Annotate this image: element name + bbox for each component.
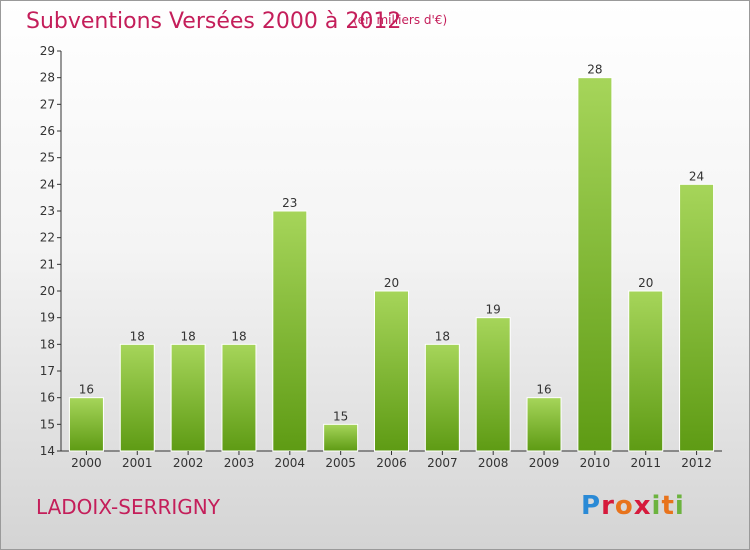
y-tick-label: 16 xyxy=(40,391,55,405)
bar-value-label: 20 xyxy=(384,276,399,290)
bar-2011 xyxy=(628,290,664,452)
y-tick-label: 22 xyxy=(40,231,55,245)
bar-value-label: 16 xyxy=(536,383,551,397)
y-tick-label: 20 xyxy=(40,284,55,298)
x-tick-label: 2000 xyxy=(71,456,102,470)
y-tick-label: 15 xyxy=(40,417,55,431)
x-tick-label: 2008 xyxy=(478,456,509,470)
y-tick-label: 27 xyxy=(40,97,55,111)
bar-2007 xyxy=(424,343,460,452)
bar-2005 xyxy=(323,423,359,452)
bar-2012 xyxy=(679,183,715,452)
bar-value-label: 19 xyxy=(486,303,501,317)
bar-value-label: 28 xyxy=(587,63,602,77)
bar-value-label: 18 xyxy=(130,329,145,343)
bar-2001 xyxy=(119,343,155,452)
x-tick-label: 2003 xyxy=(224,456,255,470)
chart-unit: (en milliers d'€) xyxy=(353,13,448,27)
y-tick-label: 18 xyxy=(40,337,55,351)
y-tick-label: 17 xyxy=(40,364,55,378)
chart-bars: 16 18 18 18 23 15 20 18 19 16 28 20 24 xyxy=(68,63,715,452)
y-tick-label: 14 xyxy=(40,444,55,458)
x-tick-labels: 2000 2001 2002 2003 2004 2005 2006 2007 2008 2009… xyxy=(71,451,712,470)
x-tick-label: 2007 xyxy=(427,456,458,470)
x-tick-label: 2002 xyxy=(173,456,204,470)
proxiti-logo[interactable]: Proxiti xyxy=(581,491,685,521)
y-tick-label: 25 xyxy=(40,151,55,165)
bar-2010 xyxy=(577,77,613,452)
y-tick-label: 21 xyxy=(40,257,55,271)
y-tick-label: 29 xyxy=(40,44,55,58)
x-tick-label: 2011 xyxy=(630,456,661,470)
bar-2006 xyxy=(374,290,409,452)
x-tick-label: 2005 xyxy=(325,456,356,470)
chart-title: Subventions Versées 2000 à 2012 xyxy=(26,9,402,34)
x-tick-label: 2001 xyxy=(122,456,153,470)
x-tick-label: 2012 xyxy=(681,456,712,470)
bar-2004 xyxy=(272,210,308,452)
bar-value-label: 18 xyxy=(180,329,195,343)
bar-2009 xyxy=(526,397,562,452)
bar-2002 xyxy=(170,343,206,452)
y-tick-label: 19 xyxy=(40,311,55,325)
x-tick-label: 2009 xyxy=(529,456,560,470)
chart-axes: 14 15 16 17 18 19 20 21 22 23 24 25 26 27 28 29 xyxy=(40,44,722,458)
commune-name: LADOIX-SERRIGNY xyxy=(36,495,220,519)
y-tick-label: 26 xyxy=(40,124,55,138)
bar-value-label: 15 xyxy=(333,409,348,423)
bar-2003 xyxy=(221,343,257,452)
bar-value-label: 20 xyxy=(638,276,653,290)
bar-value-label: 18 xyxy=(435,329,450,343)
bar-value-label: 24 xyxy=(689,169,704,183)
x-tick-label: 2004 xyxy=(275,456,306,470)
bar-2000 xyxy=(68,397,104,452)
bar-value-label: 23 xyxy=(282,196,297,210)
y-tick-label: 28 xyxy=(40,71,55,85)
x-tick-label: 2010 xyxy=(580,456,611,470)
y-tick-label: 23 xyxy=(40,204,55,218)
x-tick-label: 2006 xyxy=(376,456,407,470)
bar-2008 xyxy=(475,317,511,452)
bar-value-label: 16 xyxy=(79,383,94,397)
y-tick-label: 24 xyxy=(40,177,55,191)
bar-value-label: 18 xyxy=(231,329,246,343)
